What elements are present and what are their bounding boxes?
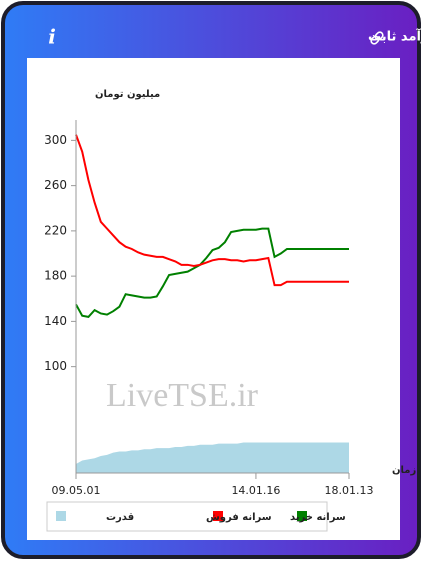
x-tick-label: 18.01.13 xyxy=(325,484,374,497)
y-tick-label: 100 xyxy=(44,359,67,373)
info-icon[interactable]: i xyxy=(48,25,56,49)
y-tick-label: 260 xyxy=(44,178,67,192)
x-tick-label: 09.05.01 xyxy=(52,484,101,497)
legend-swatch xyxy=(56,511,66,521)
legend-box xyxy=(46,501,328,532)
legend-swatch xyxy=(213,511,223,521)
x-axis-label: زمان xyxy=(392,465,416,476)
legend-label: سرانه فروش xyxy=(206,512,272,523)
y-tick-label: 180 xyxy=(44,269,67,283)
legend-swatch xyxy=(297,511,307,521)
y-axis-label: میلیون تومان xyxy=(95,89,160,100)
area xyxy=(76,442,349,473)
x-tick-label: 14.01.16 xyxy=(231,484,280,497)
card-title: سرانه ی خرید و فروش حقیقی در صندوق های د… xyxy=(368,28,427,45)
watermark: LiveTSE.ir xyxy=(106,377,259,414)
y-tick-label: 220 xyxy=(44,223,67,237)
legend-label: قدرت xyxy=(106,512,134,523)
line xyxy=(75,227,349,318)
link-icon xyxy=(370,31,384,45)
line xyxy=(75,134,349,287)
y-tick-label: 140 xyxy=(44,314,67,328)
legend-label: سرانه خرید xyxy=(290,512,346,523)
y-tick-label: 300 xyxy=(44,133,67,147)
